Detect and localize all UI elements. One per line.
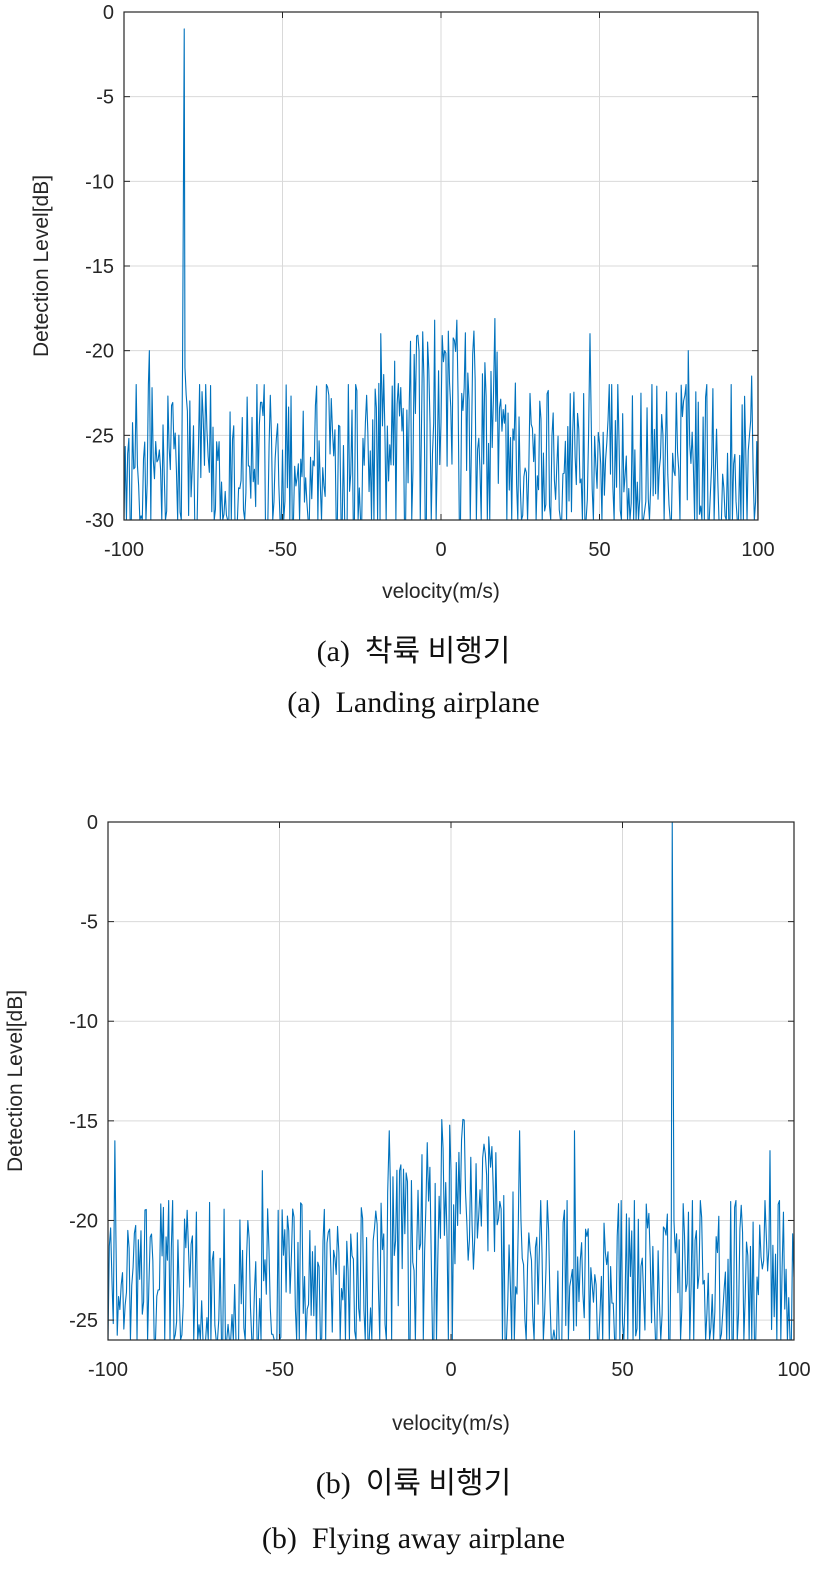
chart-landing-airplane: -100 -50 0 50 100-30-25-20-15-10-50velocity(… xyxy=(30,2,775,603)
caption-a-english: (a) Landing airplane xyxy=(287,686,540,719)
caption-b-korean: (b) 이륙 비행기 xyxy=(315,1467,512,1500)
x-axis-label: velocity(m/s) xyxy=(382,580,500,603)
y-tick-label: -25 xyxy=(85,425,114,447)
x-tick-label: -100 xyxy=(104,539,144,561)
x-axis-label: velocity(m/s) xyxy=(392,1412,510,1435)
y-tick-label: -20 xyxy=(85,341,114,363)
series-line xyxy=(124,28,758,520)
y-tick-label: -5 xyxy=(96,87,114,109)
y-tick-label: -10 xyxy=(69,1011,98,1033)
caption-a-korean: (a) 착륙 비행기 xyxy=(316,635,511,668)
series-line xyxy=(108,822,794,1340)
y-tick-label: 0 xyxy=(103,2,114,24)
x-tick-label: 0 xyxy=(435,539,446,561)
x-tick-label: -100 xyxy=(88,1359,128,1381)
chart-flying-away-airplane: -100 -50 0 50 100-25-20-15-10-50velocity(m/s… xyxy=(4,812,811,1435)
y-tick-label: -15 xyxy=(69,1111,98,1133)
y-axis-label: Detection Level[dB] xyxy=(30,175,53,357)
y-tick-label: -15 xyxy=(85,256,114,278)
x-tick-label: 100 xyxy=(741,539,774,561)
x-tick-label: 100 xyxy=(777,1359,810,1381)
y-tick-label: -20 xyxy=(69,1210,98,1232)
y-tick-label: 0 xyxy=(87,812,98,834)
caption-b-english: (b) Flying away airplane xyxy=(261,1522,566,1555)
y-tick-label: -25 xyxy=(69,1310,98,1332)
y-tick-label: -30 xyxy=(85,510,114,532)
x-tick-label: 50 xyxy=(611,1359,633,1381)
x-tick-label: 0 xyxy=(445,1359,456,1381)
y-axis-label: Detection Level[dB] xyxy=(4,990,27,1172)
x-tick-label: 50 xyxy=(588,539,610,561)
x-tick-label: -50 xyxy=(265,1359,294,1381)
y-tick-label: -10 xyxy=(85,171,114,193)
x-tick-label: -50 xyxy=(268,539,297,561)
y-tick-label: -5 xyxy=(80,912,98,934)
